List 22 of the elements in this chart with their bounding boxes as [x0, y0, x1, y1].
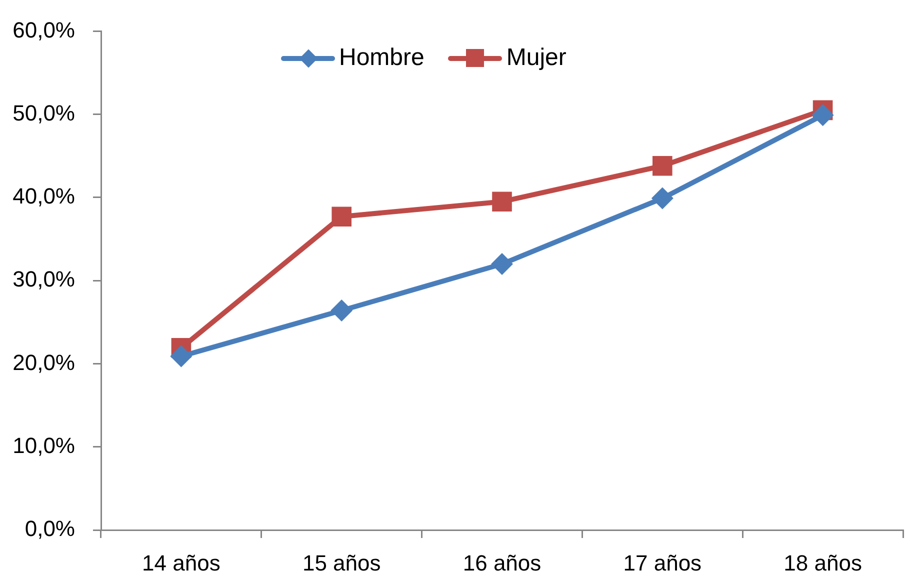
point	[491, 252, 513, 275]
point	[332, 206, 352, 226]
x-tick-label: 18 años	[784, 550, 862, 576]
point	[492, 192, 512, 212]
x-tick-label: 15 años	[302, 550, 381, 576]
legend-label: Mujer	[506, 44, 566, 72]
point	[330, 300, 353, 322]
y-tick-label: 30,0%	[12, 266, 75, 292]
y-tick-label: 50,0%	[12, 100, 75, 126]
point	[652, 156, 672, 176]
y-tick-label: 60,0%	[12, 17, 75, 42]
x-tick-label: 14 años	[142, 550, 220, 576]
y-tick-label: 10,0%	[12, 432, 75, 458]
point	[170, 345, 192, 368]
y-tick-label: 0,0%	[24, 516, 75, 542]
point	[651, 187, 674, 210]
legend-label: Hombre	[339, 44, 424, 72]
y-tick-label: 20,0%	[12, 350, 75, 375]
x-tick-label: 17 años	[623, 550, 702, 576]
point	[812, 104, 834, 126]
x-tick-label: 16 años	[462, 550, 542, 576]
y-tick-label: 40,0%	[12, 184, 75, 209]
